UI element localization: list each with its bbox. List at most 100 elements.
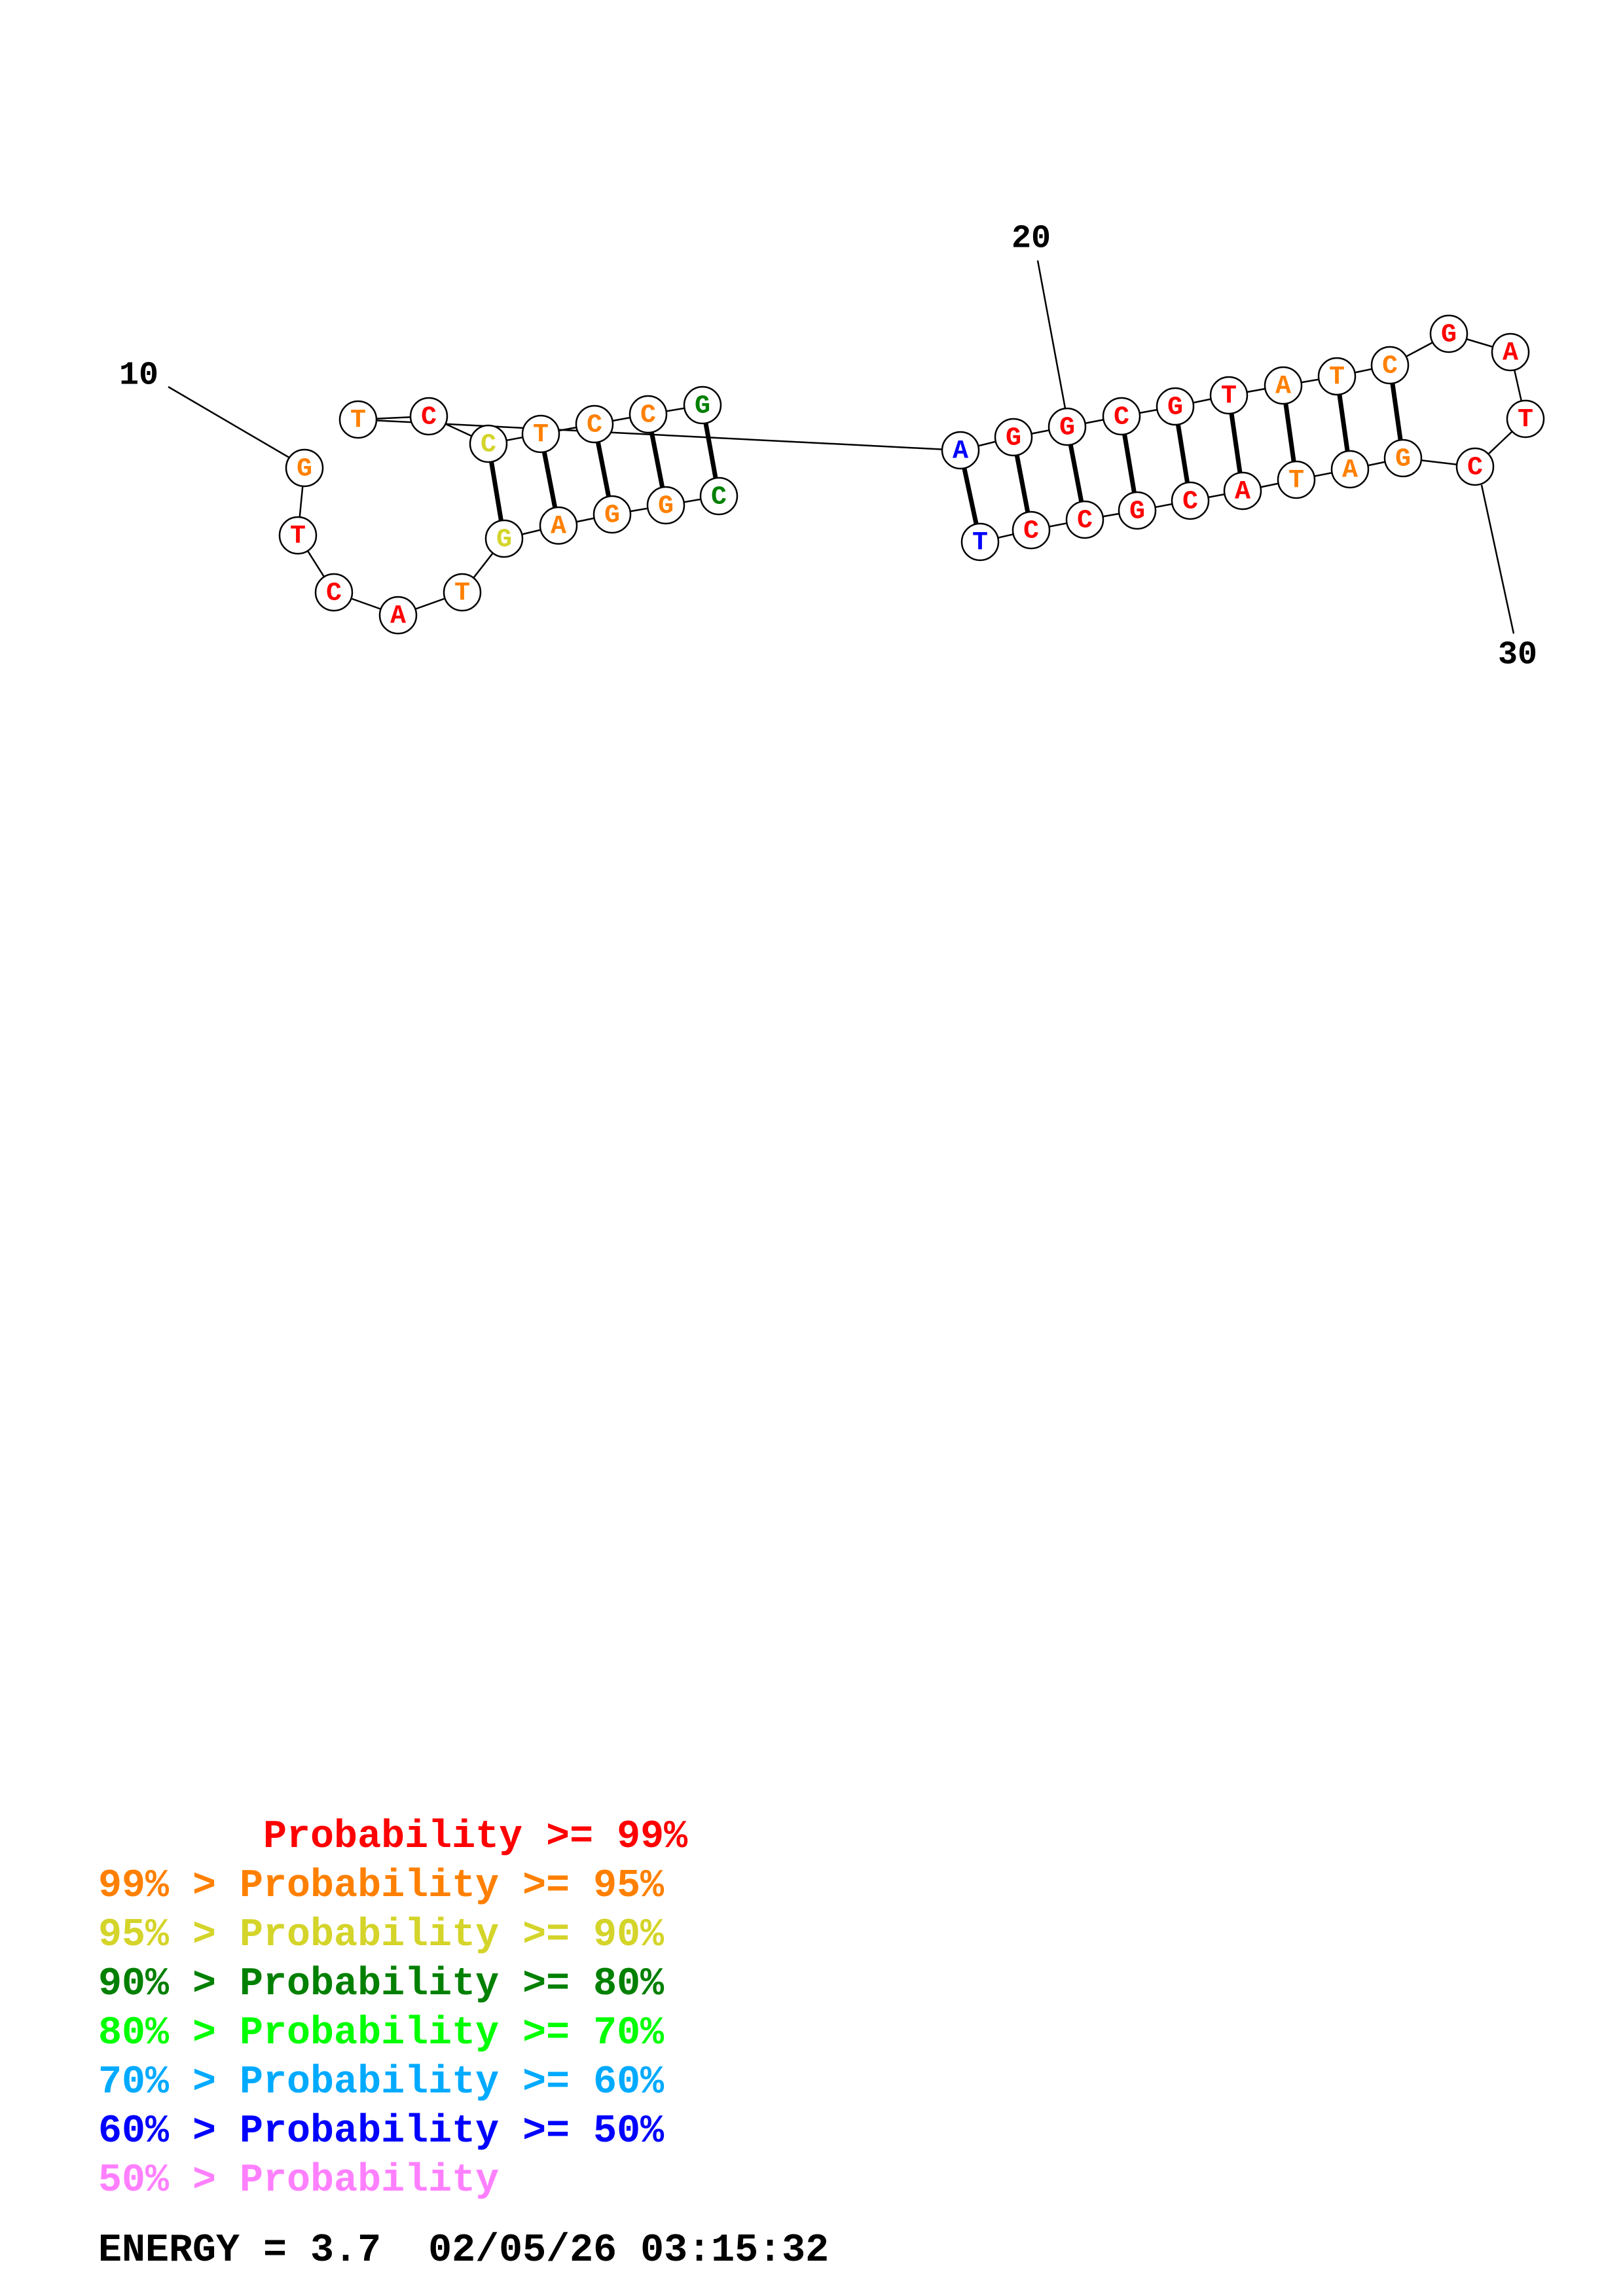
nucleotide: C: [409, 397, 448, 436]
nucleotide: C: [1065, 500, 1104, 539]
nucleotide-base: C: [1382, 352, 1398, 382]
nucleotide: T: [521, 414, 560, 454]
nucleotide-base: G: [695, 392, 710, 422]
nucleotide: C: [1455, 447, 1495, 486]
nucleotide-circle: [378, 596, 418, 635]
nucleotide-base: C: [1077, 507, 1093, 536]
nucleotide: G: [646, 486, 685, 525]
nucleotide: T: [1506, 399, 1545, 439]
nucleotide-base: C: [711, 483, 727, 512]
legend-row: 60% > Probability >= 50%: [98, 2109, 665, 2154]
nucleotide-circle: [1317, 357, 1357, 396]
nucleotide: G: [1383, 439, 1423, 478]
nucleotide-base: C: [481, 431, 496, 460]
legend-row: Probability >= 99%: [98, 1815, 688, 1859]
nucleotide-base: T: [1518, 406, 1533, 435]
nucleotide-circle: [285, 448, 324, 488]
nucleotide-circle: [469, 424, 508, 463]
nucleotide-circle: [593, 495, 632, 534]
nucleotide: G: [1118, 491, 1157, 530]
nucleotide: A: [1330, 450, 1370, 489]
nucleotide-base: G: [1129, 497, 1145, 527]
nucleotide-circle: [1012, 511, 1051, 550]
nucleotide: C: [314, 573, 354, 612]
legend-row: 99% > Probability >= 95%: [98, 1864, 665, 1909]
nucleotide-circle: [1455, 447, 1495, 486]
nucleotide-circle: [960, 522, 1000, 562]
nucleotide-circle: [1506, 399, 1545, 439]
position-label: 10: [119, 357, 158, 395]
nucleotide-circle: [994, 418, 1033, 457]
nucleotide-circle: [1491, 332, 1530, 372]
nucleotide-circle: [1264, 366, 1303, 405]
nucleotide-base: C: [1467, 454, 1483, 483]
nucleotide-base: T: [972, 529, 988, 558]
nucleotide-circle: [1277, 460, 1316, 499]
nucleotide-base: C: [1114, 403, 1129, 433]
nucleotide-base: G: [496, 526, 512, 555]
nucleotide: G: [683, 386, 722, 425]
nucleotide-circle: [1209, 376, 1249, 415]
position-label: 30: [1498, 637, 1537, 674]
nucleotide: A: [1223, 471, 1262, 511]
nucleotide-base: C: [326, 579, 342, 609]
nucleotide-base: T: [454, 579, 470, 609]
nucleotide-circle: [683, 386, 722, 425]
nucleotide-circle: [278, 516, 318, 555]
nucleotide-circle: [1065, 500, 1104, 539]
nucleotide-base: G: [1006, 424, 1021, 454]
nucleotide-circle: [575, 404, 614, 444]
nucleotide-base: C: [421, 403, 437, 433]
nucleotide-circle: [521, 414, 560, 454]
nucleotide-base: G: [1059, 414, 1075, 443]
nucleotide-base: A: [1275, 372, 1291, 402]
nucleotide-circle: [484, 519, 524, 558]
position-tick: [168, 386, 292, 460]
nucleotide-base: C: [587, 411, 602, 440]
nucleotide: A: [378, 596, 418, 635]
nucleotide-base: G: [1441, 321, 1457, 350]
legend-row: 50% > Probability: [98, 2159, 500, 2203]
nucleotide: T: [1317, 357, 1357, 396]
nucleotide-circle: [941, 431, 980, 470]
nucleotide: G: [1156, 387, 1195, 426]
nucleotide: C: [629, 395, 668, 434]
nucleotide: C: [1012, 511, 1051, 550]
nucleotide-base: G: [658, 492, 674, 522]
nucleotide: T: [960, 522, 1000, 562]
nucleotide-circle: [443, 573, 482, 612]
nucleotide: C: [469, 424, 508, 463]
backbone-link: [357, 418, 961, 452]
nucleotide-base: T: [290, 522, 306, 552]
nucleotide: T: [1209, 376, 1249, 415]
nucleotide-base: A: [1503, 339, 1518, 368]
nucleotide-circle: [1102, 397, 1141, 436]
nucleotide-base: C: [1023, 517, 1039, 547]
nucleotide-circle: [1383, 439, 1423, 478]
nucleotide: G: [1429, 314, 1468, 353]
nucleotide-base: T: [1288, 467, 1304, 496]
nucleotide: T: [443, 573, 482, 612]
nucleotide: C: [1102, 397, 1141, 436]
probability-legend: Probability >= 99% 99% > Probability >= 9…: [98, 1813, 687, 2206]
nucleotide: C: [1171, 481, 1210, 520]
nucleotide: A: [1491, 332, 1530, 372]
nucleotide-circle: [314, 573, 354, 612]
position-label: 20: [1012, 221, 1051, 258]
nucleotide-base: G: [1395, 445, 1411, 475]
nucleotide-circle: [1118, 491, 1157, 530]
nucleotide: A: [539, 506, 578, 545]
nucleotide: C: [699, 476, 739, 516]
nucleotide: T: [278, 516, 318, 555]
nucleotide: A: [1264, 366, 1303, 405]
nucleotide-circle: [1048, 407, 1087, 446]
nucleotide-circle: [1223, 471, 1262, 511]
nucleotide-circle: [629, 395, 668, 434]
nucleotide-circle: [1370, 346, 1410, 385]
legend-row: 80% > Probability >= 70%: [98, 2011, 665, 2056]
nucleotide-circle: [699, 476, 739, 516]
nucleotide: T: [338, 400, 378, 439]
nucleotide-circle: [409, 397, 448, 436]
legend-row: 70% > Probability >= 60%: [98, 2060, 665, 2105]
